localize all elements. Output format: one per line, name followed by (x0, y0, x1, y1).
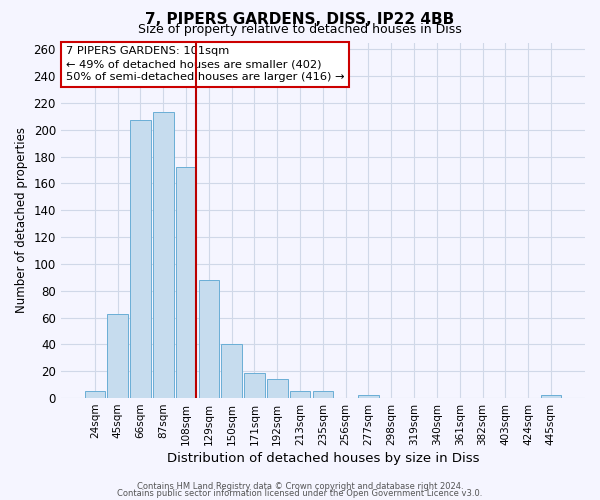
Bar (221, 344, 242, 398)
Text: Contains public sector information licensed under the Open Government Licence v3: Contains public sector information licen… (118, 490, 482, 498)
Bar (244, 372, 265, 398)
Bar (541, 396, 561, 398)
Bar (358, 396, 379, 398)
Bar (199, 280, 219, 398)
Bar (153, 112, 173, 398)
Bar (267, 380, 287, 398)
Bar (313, 392, 333, 398)
Text: Contains HM Land Registry data © Crown copyright and database right 2024.: Contains HM Land Registry data © Crown c… (137, 482, 463, 491)
Y-axis label: Number of detached properties: Number of detached properties (15, 128, 28, 314)
Bar (85, 392, 105, 398)
Text: 7, PIPERS GARDENS, DISS, IP22 4BB: 7, PIPERS GARDENS, DISS, IP22 4BB (145, 12, 455, 28)
Bar (290, 392, 310, 398)
Bar (107, 314, 128, 398)
Bar (176, 168, 196, 398)
Bar (130, 120, 151, 398)
Text: Size of property relative to detached houses in Diss: Size of property relative to detached ho… (138, 22, 462, 36)
X-axis label: Distribution of detached houses by size in Diss: Distribution of detached houses by size … (167, 452, 479, 465)
Text: 7 PIPERS GARDENS: 101sqm
← 49% of detached houses are smaller (402)
50% of semi-: 7 PIPERS GARDENS: 101sqm ← 49% of detach… (66, 46, 344, 82)
